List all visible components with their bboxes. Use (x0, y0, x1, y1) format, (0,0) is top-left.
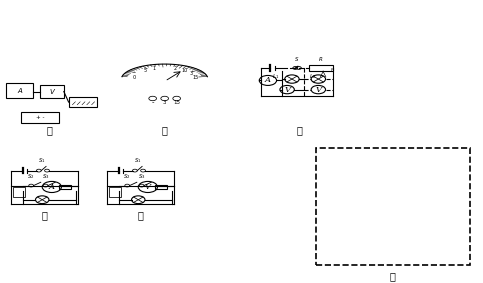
Text: 2: 2 (174, 67, 177, 71)
Text: 10: 10 (182, 68, 188, 73)
Text: 甲: 甲 (46, 125, 52, 135)
Text: + -: + - (36, 115, 44, 120)
Text: 3: 3 (163, 100, 167, 105)
Text: 1: 1 (153, 67, 156, 71)
Text: 15: 15 (173, 100, 180, 105)
Text: $S$: $S$ (294, 55, 299, 63)
Text: 乙: 乙 (162, 125, 168, 135)
Text: $L_2$: $L_2$ (309, 72, 316, 81)
Text: $S_3$: $S_3$ (42, 172, 49, 181)
Text: $S_2$: $S_2$ (28, 172, 35, 181)
Text: A: A (17, 88, 22, 94)
Text: 15: 15 (192, 75, 199, 80)
Text: 丁: 丁 (42, 210, 47, 220)
Bar (59, 185, 71, 189)
Text: V: V (284, 85, 290, 94)
Text: $R$: $R$ (318, 55, 324, 63)
Text: 戊: 戊 (138, 210, 143, 220)
Text: -: - (151, 100, 154, 106)
Bar (155, 185, 167, 189)
Text: $S_1$: $S_1$ (39, 156, 46, 165)
Text: V: V (145, 183, 151, 191)
Text: 5: 5 (143, 68, 146, 73)
Text: V: V (315, 85, 321, 94)
Text: A: A (49, 183, 55, 191)
Text: V: V (49, 89, 54, 95)
Text: 丙: 丙 (296, 125, 302, 135)
Text: 3: 3 (190, 71, 193, 76)
Text: $L_1$: $L_1$ (272, 72, 279, 81)
Text: 0: 0 (132, 75, 136, 80)
Text: $S_1$: $S_1$ (134, 156, 142, 165)
Text: A: A (265, 76, 271, 84)
Bar (21, 112, 59, 123)
Bar (309, 65, 333, 71)
Text: $P$: $P$ (330, 66, 335, 73)
Text: $S_3$: $S_3$ (138, 172, 145, 181)
Bar (14, 187, 26, 197)
Bar (40, 85, 64, 98)
Text: $S_2$: $S_2$ (124, 172, 131, 181)
Bar (69, 97, 98, 107)
Bar (316, 148, 469, 265)
Text: 戊: 戊 (390, 271, 396, 281)
Bar (6, 83, 33, 98)
Bar (110, 187, 121, 197)
